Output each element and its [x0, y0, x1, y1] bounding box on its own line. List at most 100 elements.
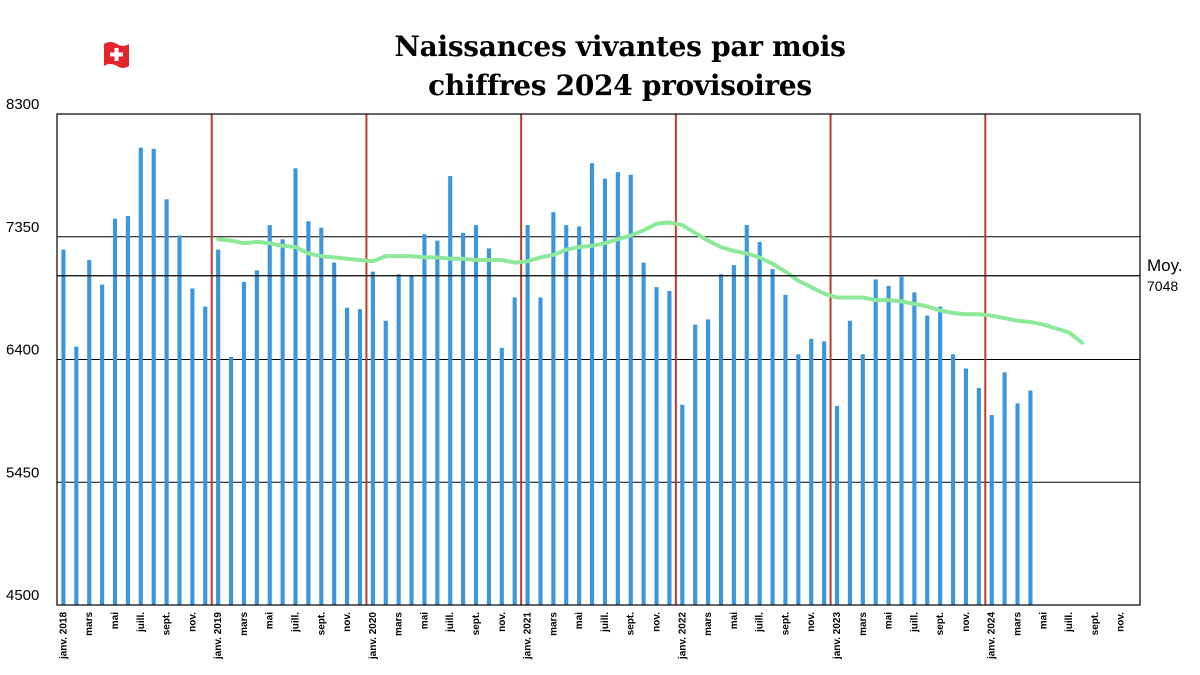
bar — [564, 225, 569, 605]
bar — [1015, 403, 1020, 605]
x-tick-label: juill. — [445, 612, 456, 633]
bar — [680, 404, 685, 605]
bar — [151, 148, 156, 605]
bar — [61, 249, 66, 606]
bar — [693, 324, 698, 605]
bar — [177, 235, 182, 605]
x-tick-label: juill. — [136, 612, 147, 633]
trend-line — [216, 220, 1084, 345]
bar — [164, 199, 169, 605]
bar — [654, 287, 659, 605]
average-label: Moy. — [1147, 256, 1183, 275]
bar — [473, 225, 479, 605]
bar — [319, 227, 324, 605]
bar — [744, 225, 749, 605]
bar — [138, 147, 143, 605]
y-tick-label: 6400 — [6, 342, 39, 359]
x-tick-label: mars — [858, 612, 869, 636]
x-tick-label: mars — [1013, 612, 1024, 636]
average-value: 7048 — [1147, 278, 1178, 294]
x-tick-label: janv. 2023 — [832, 612, 843, 661]
bar — [512, 297, 517, 605]
bar — [435, 240, 440, 605]
x-tick-label: mai — [574, 612, 585, 629]
bar — [216, 249, 221, 606]
x-tick-label: juill. — [909, 612, 920, 633]
x-tick-label: juill. — [755, 612, 766, 633]
bar — [834, 406, 840, 605]
x-tick-label: mars — [84, 612, 95, 636]
x-tick-label: janv. 2018 — [58, 612, 69, 661]
bar — [100, 284, 105, 605]
x-tick-label: mai — [1038, 612, 1049, 629]
bar — [912, 292, 917, 605]
bar — [718, 274, 724, 605]
bar — [203, 306, 208, 605]
bar — [731, 265, 736, 605]
x-tick-label: janv. 2019 — [213, 612, 224, 661]
bar — [899, 276, 904, 605]
bar — [796, 354, 801, 605]
bar — [706, 319, 711, 605]
bar — [357, 309, 363, 605]
bar — [770, 269, 775, 605]
x-tick-label: janv. 2020 — [368, 612, 379, 661]
x-tick-label: sept. — [471, 612, 482, 636]
bar — [1002, 372, 1007, 605]
bar — [280, 239, 285, 605]
bar — [628, 174, 633, 606]
bar — [757, 241, 762, 606]
x-tick-label: nov. — [187, 612, 198, 632]
bar — [499, 347, 504, 605]
x-tick-label: nov. — [342, 612, 353, 632]
bar — [448, 176, 453, 605]
x-tick-label: sept. — [1090, 612, 1101, 636]
bar — [976, 387, 981, 605]
bar — [860, 354, 865, 605]
x-tick-label: juill. — [291, 612, 302, 633]
y-tick-label: 7350 — [6, 219, 39, 236]
x-tick-label: mai — [110, 612, 121, 629]
chart-title-line-2: chiffres 2024 provisoires — [428, 69, 812, 102]
bar — [641, 262, 646, 605]
bar — [241, 281, 247, 605]
x-tick-label: mai — [419, 612, 430, 629]
bar — [615, 172, 620, 605]
bar — [254, 270, 259, 605]
x-tick-label: janv. 2022 — [677, 612, 688, 661]
swiss-flag-icon — [104, 42, 129, 68]
bar — [486, 248, 491, 605]
bar — [228, 356, 234, 605]
x-tick-label: sept. — [316, 612, 327, 636]
x-tick-label: mai — [265, 612, 276, 629]
bar — [267, 225, 272, 605]
x-tick-label: mai — [884, 612, 895, 629]
bar — [822, 341, 827, 605]
bar — [383, 320, 388, 605]
bar — [87, 260, 92, 605]
y-tick-label: 5450 — [6, 464, 39, 481]
bar — [989, 415, 994, 605]
x-tick-label: mars — [548, 612, 559, 636]
x-tick-label: sept. — [626, 612, 637, 636]
bar — [74, 346, 79, 605]
x-tick-label: mars — [239, 612, 250, 636]
bar — [577, 226, 582, 605]
x-tick-label: mars — [703, 612, 714, 636]
x-tick-label: juill. — [1064, 612, 1075, 633]
bar — [525, 225, 530, 605]
bar — [873, 279, 878, 605]
bar — [551, 212, 556, 605]
bar — [809, 338, 814, 605]
x-tick-label: mai — [729, 612, 740, 629]
bar — [950, 354, 956, 605]
bar — [1028, 390, 1033, 605]
bar — [602, 178, 608, 606]
bar — [422, 234, 427, 606]
bar — [370, 271, 375, 605]
bar — [589, 163, 595, 605]
bar — [925, 315, 930, 605]
bar — [886, 285, 891, 605]
x-tick-label: nov. — [961, 612, 972, 632]
